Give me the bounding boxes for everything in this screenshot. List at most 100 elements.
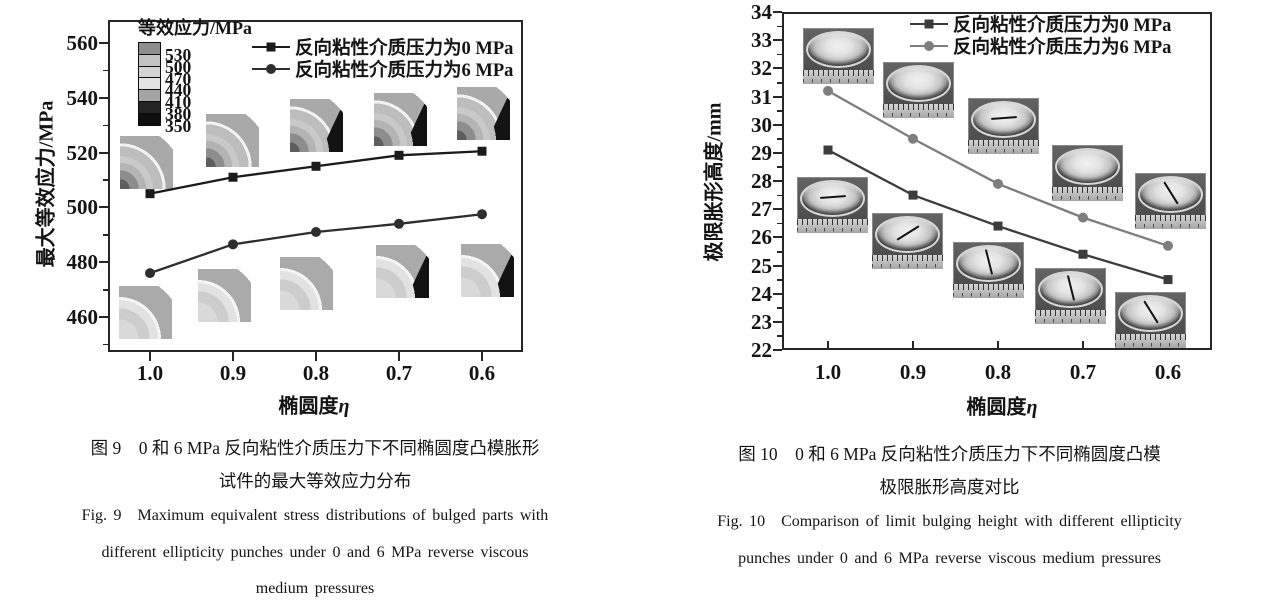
fig10-legend-line	[910, 19, 948, 29]
fig10-y-major-tick	[773, 123, 782, 126]
fig10-y-major-tick	[773, 264, 782, 267]
fig9-x-major-tick	[481, 352, 483, 361]
fig9-data-point-marker	[145, 268, 155, 279]
fig10-y-major-tick	[773, 11, 782, 13]
fig10-y-minor-tick	[777, 110, 782, 112]
colorbar-value-label: 410	[165, 92, 192, 113]
fig9-legend-entry-1: 反向粘性介质压力为6 MPa	[252, 58, 513, 81]
fig9-upper-stress-contour-inset	[374, 93, 427, 146]
bulged-dome	[956, 245, 1021, 282]
fig10-legend: 反向粘性介质压力为0 MPa 反向粘性介质压力为6 MPa	[910, 13, 1172, 58]
fig10-data-point-marker	[1163, 240, 1173, 251]
fig9-lower-stress-contour-inset	[280, 257, 333, 310]
specimen-crack	[819, 195, 846, 200]
fig10-data-point-marker	[908, 190, 918, 200]
figure-9-caption: 图 9 0 和 6 MPa 反向粘性介质压力下不同椭圆度凸模胀形 试件的最大等效…	[0, 432, 630, 608]
fig10-legend-line	[910, 41, 948, 51]
bulged-dome	[1118, 295, 1183, 332]
fig9-legend-square-marker-icon	[266, 42, 276, 52]
fig10-data-point-marker	[993, 221, 1003, 231]
fig10-y-minor-tick	[777, 25, 782, 28]
fig10-data-point-marker	[908, 133, 918, 144]
fig9-colorbar-title: 等效应力/MPa	[138, 18, 252, 38]
fig10-data-point-marker	[1078, 249, 1088, 259]
fig10-lower-specimen-photo	[1035, 268, 1106, 324]
specimen-crack	[984, 249, 993, 276]
fig9-data-point-marker	[477, 209, 487, 220]
ruler-strip	[797, 219, 868, 233]
fig10-upper-specimen-photo	[1052, 145, 1123, 201]
fig10-y-minor-tick	[777, 222, 782, 225]
fig9-data-point-marker	[394, 150, 404, 160]
fig10-x-tick-label: 0.9	[899, 360, 927, 384]
fig9-y-axis-title: 最大等效应力/MPa	[35, 100, 58, 268]
colorbar-value-label: 350	[165, 115, 192, 136]
colorbar-value-label: 440	[165, 80, 192, 101]
fig9-x-axis-title: 椭圆度η	[278, 395, 350, 418]
fig9-data-point-marker	[145, 189, 155, 199]
fig9-legend: 反向粘性介质压力为0 MPa 反向粘性介质压力为6 MPa	[252, 36, 514, 81]
fig10-y-major-tick	[773, 292, 782, 295]
fig9-colorbar-scale: 530 500 470 440 410 380 350	[138, 42, 248, 140]
fig9-upper-stress-contour-inset	[290, 99, 343, 152]
ruler-strip	[1035, 310, 1106, 324]
fig10-lower-specimen-photo	[1115, 292, 1186, 348]
fig10-x-major-tick	[997, 341, 999, 350]
fig10-upper-specimen-photo	[803, 28, 874, 84]
bulged-dome	[1138, 176, 1203, 213]
fig10-y-major-tick	[773, 208, 782, 211]
bulged-dome	[1038, 271, 1103, 308]
fig9-series-line-0	[149, 150, 483, 195]
fig9-data-point-marker	[311, 227, 321, 238]
bulged-dome	[875, 216, 940, 253]
colorbar-swatch	[138, 112, 161, 126]
fig9-y-major-tick	[99, 261, 108, 264]
fig9-x-tick-label: 0.6	[468, 361, 496, 385]
figure-9-caption-en-line1: Fig. 9 Maximum equivalent stress distrib…	[81, 507, 549, 524]
fig10-y-minor-tick	[777, 166, 782, 168]
fig10-y-tick-label: 30	[751, 112, 772, 137]
fig9-y-tick-label: 520	[66, 140, 99, 165]
figure-9-caption-en-line2: different ellipticity punches under 0 an…	[101, 543, 529, 561]
fig9-y-minor-tick	[103, 69, 108, 72]
fig10-legend-label: 反向粘性介质压力为0 MPa	[953, 16, 1172, 36]
ruler-strip	[803, 70, 874, 84]
fig10-x-tick-label: 1.0	[814, 360, 842, 384]
fig10-x-axis-title: 椭圆度η	[966, 396, 1038, 419]
figure-9: 最大等效应力/MPa 椭圆度η 等效应力/MPa 530 500 470 440 410…	[0, 0, 630, 612]
colorbar-value-label: 500	[165, 56, 192, 77]
fig9-legend-entry-0: 反向粘性介质压力为0 MPa	[252, 36, 514, 59]
fig9-lower-stress-contour-inset	[461, 244, 514, 297]
fig10-lower-specimen-photo	[953, 242, 1024, 298]
fig10-y-tick-label: 23	[751, 309, 772, 334]
ruler-strip	[968, 140, 1039, 154]
fig10-x-major-tick	[1082, 341, 1084, 350]
ruler-strip	[953, 284, 1024, 298]
fig9-y-tick-label: 480	[66, 250, 99, 275]
bulged-dome	[886, 65, 951, 102]
fig10-x-tick-label: 0.8	[984, 360, 1012, 384]
fig9-x-major-tick	[149, 352, 151, 361]
fig9-legend-label: 反向粘性介质压力为0 MPa	[295, 39, 514, 59]
fig9-plot-frame	[108, 20, 523, 352]
fig10-y-tick-label: 32	[751, 56, 772, 81]
ruler-strip	[883, 104, 954, 118]
fig10-y-tick-label: 31	[751, 84, 772, 109]
figure-9-caption-cn-line2: 试件的最大等效应力分布	[218, 471, 412, 491]
fig10-y-major-tick	[773, 320, 782, 323]
fig9-x-major-tick	[398, 352, 400, 361]
figure-9-caption-en-line3: medium pressures	[255, 580, 375, 597]
fig9-y-minor-tick	[103, 343, 108, 346]
fig10-y-minor-tick	[777, 279, 782, 281]
fig10-y-minor-tick	[777, 138, 782, 140]
fig9-y-tick-label: 560	[66, 31, 99, 55]
fig10-legend-entry-0: 反向粘性介质压力为0 MPa	[910, 13, 1172, 36]
fig10-y-tick-label: 24	[751, 281, 772, 306]
bulged-dome	[971, 101, 1036, 138]
figure-10: 极限胀形高度/mm 椭圆度η 反向粘性介质压力为0 MPa 反向粘性介质压力为6 …	[630, 0, 1269, 612]
fig9-data-point-marker	[311, 161, 321, 171]
fig9-y-minor-tick	[103, 124, 108, 127]
fig10-y-tick-label: 28	[751, 169, 772, 193]
fig9-y-tick-label: 500	[66, 195, 99, 220]
